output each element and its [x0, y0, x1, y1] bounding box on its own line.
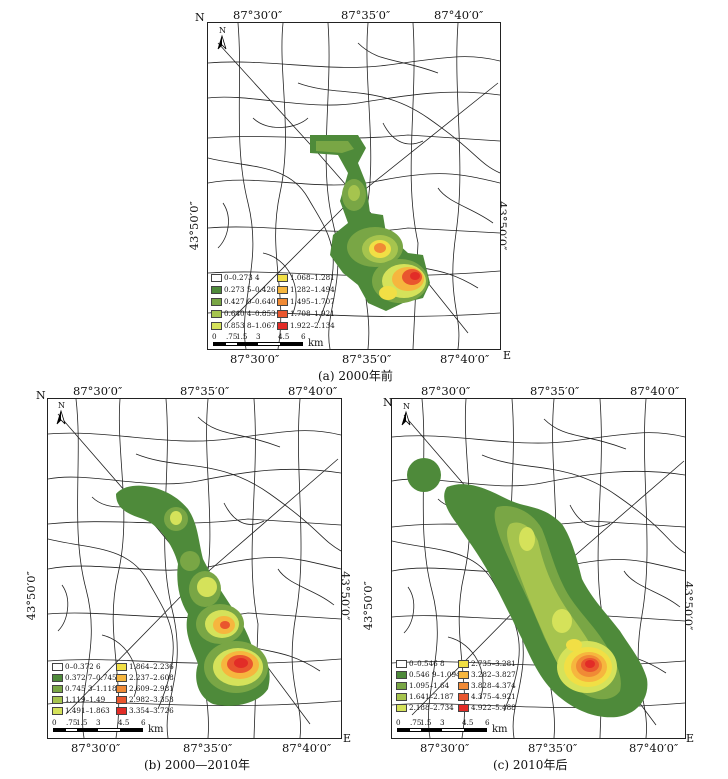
north-arrow-icon: N [53, 402, 69, 426]
bottom-tick-label: 87°35′0″ [342, 352, 392, 366]
legend-item: 2.735–3.281 [458, 660, 516, 668]
density-overlay [407, 458, 648, 718]
legend-item: 0.273 5–0.426 9 [211, 286, 282, 294]
bottom-tick-label: 87°35′0″ [183, 741, 233, 755]
legend-item: 3.354–3.726 [116, 707, 174, 715]
map-caption: (a) 2000年前 [318, 369, 393, 383]
legend-item: 4.922–5.488 [458, 704, 516, 712]
map-caption: (c) 2010年后 [493, 758, 568, 772]
legend-item: 0–0.372 6 [52, 663, 101, 671]
legend: 0–0.273 4 0.273 5–0.426 9 0.427 0–0.640 … [211, 274, 361, 336]
map-caption: (b) 2000—2010年 [144, 758, 250, 772]
road-network [48, 399, 341, 738]
corner-e-label: E [503, 349, 512, 362]
legend-item: 4.375–4.921 [458, 693, 516, 701]
bottom-tick-label: 87°40′0″ [629, 741, 679, 755]
north-arrow-label: N [403, 402, 410, 411]
legend-item: 2.982–3.353 [116, 696, 174, 704]
left-tick-label: 43°50′0″ [186, 201, 201, 251]
legend-item: 2.609–2.981 [116, 685, 174, 693]
map-area [391, 398, 686, 739]
bottom-tick-label: 87°30′0″ [71, 741, 121, 755]
top-tick-label: 87°35′0″ [341, 8, 391, 22]
corner-n-label: N [195, 11, 205, 24]
legend-item: 0.427 0–0.640 3 [211, 298, 282, 306]
corner-e-label: E [343, 732, 352, 745]
corner-e-label: E [686, 732, 695, 745]
top-tick-label: 87°40′0″ [630, 384, 680, 398]
north-arrow-shape [56, 409, 66, 425]
legend-item: 1.119–1.49 [52, 696, 105, 704]
top-tick-label: 87°30′0″ [421, 384, 471, 398]
scale-bar: 0 .75 1.5 3 4.5 6 km [396, 718, 508, 735]
legend-item: 0–0.273 4 [211, 274, 260, 282]
legend-item: 1.095–1.64 [396, 682, 449, 690]
corner-n-label: N [36, 389, 46, 402]
map-area [47, 398, 342, 739]
legend-item: 1.641–2.187 [396, 693, 454, 701]
legend-item: 1.491–1.863 [52, 707, 110, 715]
legend-item: 1.922–2.134 [277, 322, 335, 330]
density-overlay [310, 135, 430, 311]
top-tick-label: 87°40′0″ [434, 8, 484, 22]
legend-item: 1.495–1.707 [277, 298, 335, 306]
bottom-tick-label: 87°40′0″ [282, 741, 332, 755]
legend-item: 0.640 4–0.853 7 [211, 310, 282, 318]
legend: 0–0.372 6 0.372 7–0.745 2 0.745 3–1.118 … [52, 663, 202, 725]
left-tick-label: 43°50′0″ [360, 581, 375, 631]
top-tick-label: 87°40′0″ [288, 384, 338, 398]
top-tick-label: 87°30′0″ [233, 8, 283, 22]
north-arrow-icon: N [398, 403, 414, 427]
legend-item: 0.853 8–1.067 [211, 322, 276, 330]
corner-n-label: N [383, 396, 393, 409]
north-arrow-icon: N [214, 27, 230, 51]
legend-item: 1.708–1.921 [277, 310, 335, 318]
legend-item: 3.282–3.827 [458, 671, 516, 679]
legend-item: 2.237–2.608 [116, 674, 174, 682]
north-arrow-label: N [58, 401, 65, 410]
legend-item: 2.188–2.734 [396, 704, 454, 712]
scale-bar: 0 .75 1.5 3 4.5 6 km [52, 718, 164, 735]
top-tick-label: 87°35′0″ [180, 384, 230, 398]
legend: 0–0.546 8 0.546 9–1.094 1.095–1.64 1.641… [396, 660, 546, 722]
map-area [207, 22, 501, 350]
bottom-tick-label: 87°30′0″ [230, 352, 280, 366]
legend-item: 0.745 3–1.118 [52, 685, 117, 693]
legend-item: 0.372 7–0.745 2 [52, 674, 123, 682]
scale-bar: 0 .75 1.5 3 4.5 6 km [212, 332, 324, 349]
north-arrow-shape [217, 34, 227, 50]
legend-item: 3.828–4.374 [458, 682, 516, 690]
legend-item: 0–0.546 8 [396, 660, 445, 668]
bottom-tick-label: 87°35′0″ [528, 741, 578, 755]
top-tick-label: 87°30′0″ [73, 384, 123, 398]
legend-item: 0.546 9–1.094 [396, 671, 461, 679]
left-tick-label: 43°50′0″ [23, 571, 38, 621]
legend-item: 1.864–2.236 [116, 663, 174, 671]
legend-item: 1.282–1.494 [277, 286, 335, 294]
north-arrow-label: N [219, 26, 226, 35]
top-tick-label: 87°35′0″ [530, 384, 580, 398]
bottom-tick-label: 87°40′0″ [440, 352, 490, 366]
north-arrow-shape [401, 410, 411, 426]
legend-item: 1.068–1.281 [277, 274, 335, 282]
density-overlay [116, 485, 270, 706]
bottom-tick-label: 87°30′0″ [420, 741, 470, 755]
